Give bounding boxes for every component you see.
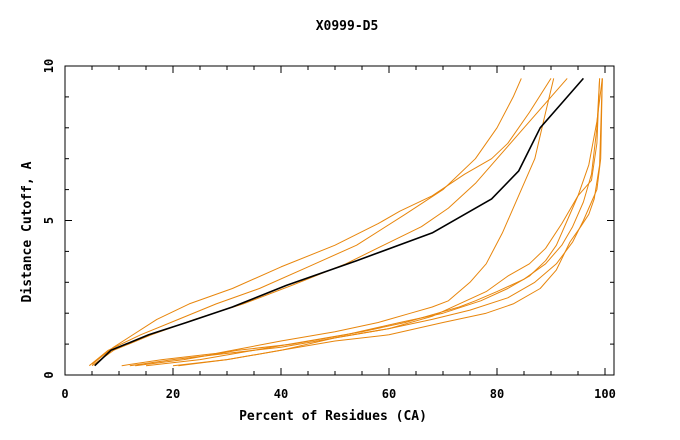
series-line-4 [121,78,555,367]
x-tick-label: 0 [61,387,68,401]
series-line-8 [172,78,603,367]
y-axis-label: Distance Cutoff, A [20,161,35,302]
chart-title: X0999-D5 [316,19,379,34]
series-line-6 [135,78,601,367]
series-line-highlight [94,77,585,367]
y-tick-label: 0 [42,371,56,378]
x-tick-label: 20 [166,387,180,401]
series-line-5 [129,78,603,367]
series-layer [88,77,603,367]
y-tick-label: 10 [42,59,56,73]
series-line-7 [145,78,601,367]
series-line-9 [178,78,603,367]
plot-frame [64,65,615,376]
ticks-layer: 0 20 40 60 80 100 0 5 10 [42,59,616,401]
x-tick-label: 40 [274,387,288,401]
x-tick-label: 60 [382,387,396,401]
x-tick-label: 80 [490,387,504,401]
x-tick-label: 100 [594,387,616,401]
y-tick-label: 5 [42,217,56,224]
series-line-2 [91,78,552,365]
x-axis-label: Percent of Residues (CA) [239,409,427,424]
series-line-1 [88,78,522,367]
series-line-3 [91,78,568,367]
